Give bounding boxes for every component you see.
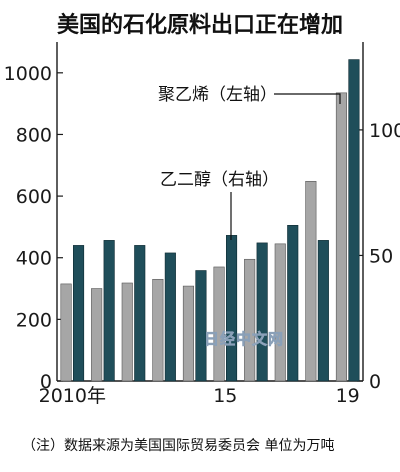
bar-ethylene-glycol (317, 240, 329, 382)
left-axis-ticks: 0 200 400 600 800 1000 (4, 63, 63, 393)
left-tick-label: 1000 (4, 63, 52, 85)
bar-ethylene-glycol (195, 270, 207, 382)
bar-ethylene-glycol (256, 242, 268, 382)
annotation-polyethylene-leader (274, 93, 341, 104)
bar-polyethylene (121, 282, 133, 382)
right-tick-label: 50 (369, 245, 393, 267)
right-tick-label: 100 (369, 120, 400, 142)
bar-polyethylene (60, 283, 72, 382)
source-note: （注）数据来源为美国国际贸易委员会 单位为万吨 (22, 438, 334, 454)
bar-polyethylene (152, 278, 164, 382)
bar-polyethylene (244, 258, 256, 382)
watermark: 日经中文网 (204, 330, 284, 348)
bar-ethylene-glycol (226, 235, 238, 382)
bar-polyethylene (91, 288, 103, 382)
x-tick-label: 2010年 (39, 385, 106, 407)
bar-polyethylene (305, 180, 317, 382)
left-tick-label: 400 (16, 248, 52, 270)
bar-polyethylene (213, 266, 225, 382)
bar-ethylene-glycol (73, 245, 85, 382)
annotation-ethylene-glycol: 乙二醇（右轴） (160, 170, 279, 190)
left-tick-label: 800 (16, 124, 52, 146)
bar-polyethylene (182, 285, 194, 382)
bars (60, 59, 360, 382)
bar-ethylene-glycol (134, 245, 146, 382)
right-tick-label: 0 (369, 371, 381, 393)
chart-title: 美国的石化原料出口正在增加 (57, 12, 343, 38)
bar-polyethylene (274, 243, 286, 382)
x-axis-labels: 2010年 15 19 (39, 385, 360, 407)
x-tick-label: 19 (336, 385, 360, 407)
bar-ethylene-glycol (103, 240, 115, 382)
annotation-polyethylene: 聚乙烯（左轴） (158, 85, 277, 105)
right-axis-ticks: 0 50 100 (357, 120, 400, 393)
bar-ethylene-glycol (164, 252, 176, 382)
left-tick-label: 0 (40, 371, 52, 393)
bar-ethylene-glycol (287, 225, 299, 382)
x-tick-label: 15 (213, 385, 237, 407)
bar-ethylene-glycol (348, 59, 360, 382)
bar-polyethylene (335, 92, 348, 382)
left-tick-label: 200 (16, 309, 52, 331)
left-tick-label: 600 (16, 186, 52, 208)
